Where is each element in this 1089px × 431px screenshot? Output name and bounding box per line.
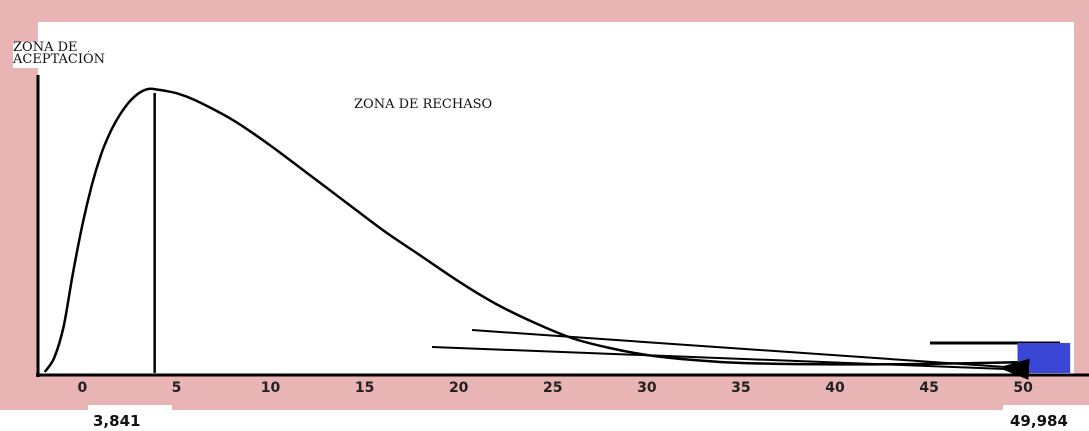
x-tick-labels: 0 5 10 15 20 25 30 35 40 45 50 xyxy=(78,380,1034,396)
acceptance-zone-label: ZONA DE ACEPTACIÓN xyxy=(13,41,110,68)
critical-label-bg-right xyxy=(1003,405,1089,431)
x-tick-label: 0 xyxy=(78,380,88,396)
arrow-upper xyxy=(471,329,1030,379)
critical-region-bar xyxy=(1017,343,1071,373)
x-tick-label: 35 xyxy=(731,380,750,396)
pink-border-left xyxy=(0,0,38,410)
critical-value-right-label: 49,984 xyxy=(1010,412,1068,430)
pink-border-top xyxy=(0,0,1089,22)
plot-area xyxy=(38,22,1074,375)
x-tick-label: 15 xyxy=(355,380,374,396)
arrow-lower xyxy=(431,346,1030,380)
x-tick-label: 40 xyxy=(825,380,845,396)
x-tick-label: 45 xyxy=(919,380,938,396)
chi-square-curve xyxy=(43,87,1024,373)
rejection-zone-label: ZONA DE RECHASO xyxy=(354,97,493,112)
x-tick-label: 20 xyxy=(449,380,469,396)
pink-border-right xyxy=(1074,0,1089,410)
critical-value-left-label: 3,841 xyxy=(93,412,141,430)
x-tick-label: 10 xyxy=(261,380,281,396)
x-tick-label: 5 xyxy=(172,380,182,396)
x-tick-label: 50 xyxy=(1013,380,1033,396)
x-tick-label: 30 xyxy=(637,380,657,396)
critical-label-bg-left xyxy=(88,405,172,431)
pink-axis-band xyxy=(0,375,1089,410)
x-tick-label: 25 xyxy=(543,380,562,396)
